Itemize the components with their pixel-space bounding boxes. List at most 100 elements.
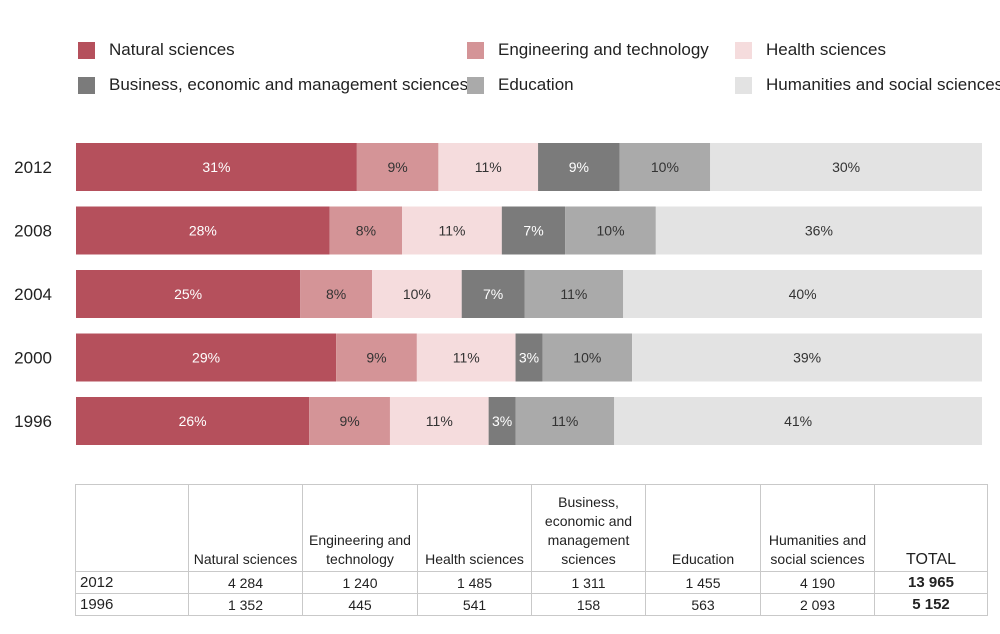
- legend-swatch: [735, 76, 752, 94]
- legend-item-education: Education: [467, 75, 574, 95]
- bar-segment: [542, 333, 633, 382]
- bar-segment: [372, 270, 462, 318]
- bar-segment: [329, 206, 403, 255]
- data-label: 11%: [560, 286, 587, 302]
- bar-segment: [416, 333, 516, 382]
- legend-item-business: Business, economic and management scienc…: [78, 75, 468, 95]
- table-cell: 2 093: [760, 593, 875, 616]
- data-label: 9%: [339, 413, 359, 429]
- bar-segment: [336, 333, 417, 382]
- bar-segment: [309, 397, 390, 445]
- bar-segment: [300, 270, 373, 318]
- bar-segment: [710, 143, 982, 191]
- bar-segment: [438, 143, 539, 191]
- legend-item-natural-sciences: Natural sciences: [78, 40, 235, 60]
- bar-segment: [76, 397, 310, 445]
- data-label: 25%: [174, 286, 202, 302]
- data-label: 30%: [832, 159, 860, 175]
- table-cell-year: 1996: [75, 593, 189, 616]
- data-label: 28%: [189, 223, 217, 239]
- data-label: 11%: [551, 413, 578, 429]
- data-label: 3%: [492, 413, 512, 429]
- table-cell-total: 13 965: [874, 571, 988, 594]
- data-label: 9%: [366, 350, 386, 366]
- bar-segment: [501, 206, 566, 255]
- table-cell: 563: [645, 593, 761, 616]
- data-label: 10%: [597, 223, 625, 239]
- bar-segment: [461, 270, 525, 318]
- table-cell-total: 5 152: [874, 593, 988, 616]
- data-label: 39%: [793, 350, 821, 366]
- data-label: 11%: [475, 159, 502, 175]
- table-cell: 4 190: [760, 571, 875, 594]
- table-cell: 1 485: [417, 571, 532, 594]
- table-header-cell: Education: [645, 484, 761, 572]
- stacked-bar-chart: 2012 31% 9% 11% 9% 10% 30% 2008 28% 8% 11% 7% 10% 36%…: [14, 143, 982, 445]
- table-header-cell: Natural sciences: [188, 484, 303, 572]
- data-label: 26%: [179, 413, 207, 429]
- bar-segment: [515, 397, 615, 445]
- bar-segment: [488, 397, 516, 445]
- legend-item-humanities: Humanities and social sciences: [735, 75, 1000, 95]
- table-header-cell: Health sciences: [417, 484, 532, 572]
- legend-label: Engineering and technology: [498, 40, 709, 59]
- table-cell: 1 311: [531, 571, 646, 594]
- legend-swatch: [735, 41, 752, 59]
- legend-swatch: [78, 41, 95, 59]
- data-label: 11%: [426, 413, 453, 429]
- data-label: 36%: [805, 223, 833, 239]
- table-header-cell: Engineering and technology: [302, 484, 418, 572]
- data-label: 11%: [438, 223, 465, 239]
- data-label: 10%: [573, 350, 601, 366]
- table-header-cell: Business, economic and management scienc…: [531, 484, 646, 572]
- legend-label: Education: [498, 75, 574, 94]
- bar-segment: [524, 270, 624, 318]
- table-cell: 4 284: [188, 571, 303, 594]
- bar-segment: [356, 143, 439, 191]
- legend-swatch: [467, 41, 484, 59]
- bar-segment: [76, 333, 337, 382]
- data-label: 11%: [453, 350, 480, 366]
- bar-segment: [76, 143, 357, 191]
- table-cell: 541: [417, 593, 532, 616]
- y-tick-label: 2008: [14, 222, 52, 241]
- y-tick-label: 2000: [14, 349, 52, 368]
- bar-segment: [632, 333, 982, 382]
- data-label: 40%: [789, 286, 817, 302]
- table-header-total: TOTAL: [874, 484, 988, 572]
- data-label: 9%: [569, 159, 589, 175]
- bar-segment: [538, 143, 620, 191]
- data-label: 7%: [483, 286, 503, 302]
- table-row: 2012 4 284 1 240 1 485 1 311 1 455 4 190…: [75, 571, 988, 594]
- table-header-cell: Humanities and social sciences: [760, 484, 875, 572]
- table-cell: 445: [302, 593, 418, 616]
- data-label: 10%: [651, 159, 679, 175]
- data-table: Natural sciences Engineering and technol…: [75, 484, 988, 616]
- bar-segment: [402, 206, 502, 255]
- bar-segment: [623, 270, 982, 318]
- data-label: 10%: [403, 286, 431, 302]
- data-label: 3%: [519, 350, 539, 366]
- bar-segment: [76, 270, 301, 318]
- bar-segment: [655, 206, 982, 255]
- legend-item-engineering: Engineering and technology: [467, 40, 709, 60]
- data-label: 8%: [356, 223, 376, 239]
- legend-label: Business, economic and management scienc…: [109, 75, 469, 94]
- legend-swatch: [467, 76, 484, 94]
- bar-segment: [389, 397, 489, 445]
- legend: Natural sciences Engineering and technol…: [0, 0, 1000, 110]
- data-label: 7%: [523, 223, 543, 239]
- table-cell: 1 455: [645, 571, 761, 594]
- table-row: 1996 1 352 445 541 158 563 2 093 5 152: [75, 593, 988, 616]
- data-label: 29%: [192, 350, 220, 366]
- y-tick-label: 1996: [14, 412, 52, 431]
- y-tick-label: 2012: [14, 158, 52, 177]
- y-tick-label: 2004: [14, 285, 52, 304]
- legend-label: Humanities and social sciences: [766, 75, 1000, 94]
- table-cell: 1 240: [302, 571, 418, 594]
- table-header-cell: [75, 484, 189, 572]
- table-header-row: Natural sciences Engineering and technol…: [75, 484, 988, 572]
- bar-segment: [619, 143, 711, 191]
- legend-swatch: [78, 76, 95, 94]
- bar-segment: [76, 206, 330, 255]
